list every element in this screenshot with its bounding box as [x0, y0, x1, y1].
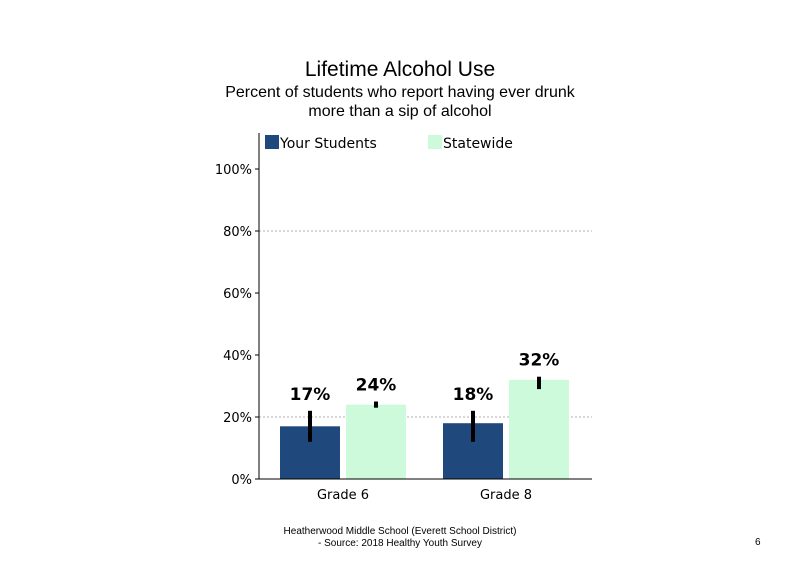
legend-label: Your Students: [279, 136, 377, 152]
chart-subtitle: Percent of students who report having ev…: [200, 83, 600, 121]
data-label: 17%: [290, 385, 331, 405]
footer-source: Heatherwood Middle School (Everett Schoo…: [200, 526, 600, 550]
data-label: 24%: [356, 376, 397, 396]
footer-source-line: - Source: 2018 Healthy Youth Survey: [318, 538, 482, 549]
x-tick-label: Grade 6: [317, 488, 369, 503]
chart-title: Lifetime Alcohol Use: [304, 58, 496, 81]
subtitle-line-2: more than a sip of alcohol: [308, 103, 492, 120]
page-number: 6: [755, 537, 761, 548]
bar: [509, 379, 569, 479]
legend-swatch: [265, 135, 279, 149]
y-tick-label: 20%: [223, 411, 252, 426]
footer-school: Heatherwood Middle School (Everett Schoo…: [283, 526, 517, 537]
y-tick-label: 0%: [231, 473, 252, 488]
x-tick-label: Grade 8: [480, 488, 532, 503]
data-label: 18%: [453, 385, 494, 405]
y-tick-label: 100%: [215, 163, 252, 178]
y-tick-label: 80%: [223, 225, 252, 240]
data-label: 32%: [519, 351, 560, 371]
subtitle-line-1: Percent of students who report having ev…: [225, 84, 575, 101]
y-tick-label: 60%: [223, 287, 252, 302]
bar: [346, 404, 406, 479]
legend-swatch: [428, 135, 442, 149]
y-tick-label: 40%: [223, 349, 252, 364]
legend-label: Statewide: [443, 136, 513, 152]
